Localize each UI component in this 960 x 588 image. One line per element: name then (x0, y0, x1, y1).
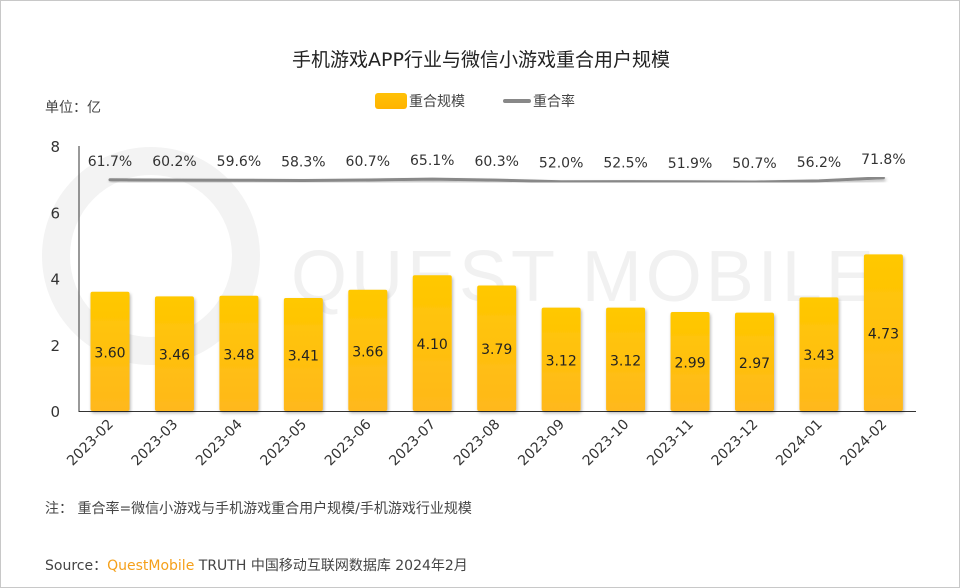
source-rest: TRUTH 中国移动互联网数据库 2024年2月 (194, 558, 468, 574)
x-tick-label: 2023-08 (451, 417, 504, 470)
line-data-label: 60.3% (474, 154, 518, 170)
y-tick-label: 2 (50, 337, 60, 355)
x-tick-label: 2023-11 (644, 417, 697, 470)
x-tick-label: 2023-04 (193, 416, 246, 469)
x-tick-label: 2023-06 (322, 416, 375, 469)
source-prefix: Source： (45, 558, 108, 574)
unit-label: 单位：亿 (45, 100, 101, 116)
footnote: 注： 重合率=微信小游戏与手机游戏重合用户规模/手机游戏行业规模 (45, 501, 472, 517)
watermark-logo (42, 147, 260, 365)
bar (348, 289, 388, 411)
line-data-label: 60.2% (152, 154, 196, 170)
legend-bar-swatch (375, 93, 407, 109)
bar-data-label: 4.73 (868, 327, 899, 343)
bar (412, 275, 452, 411)
y-tick-label: 8 (50, 138, 60, 156)
bar-data-label: 3.12 (610, 353, 641, 369)
bar-data-label: 3.60 (94, 345, 125, 361)
x-tick-label: 2023-12 (709, 417, 762, 470)
bar (735, 312, 774, 411)
y-tick-label: 6 (50, 204, 60, 222)
legend: 重合规模 重合率 (375, 91, 575, 111)
bar (799, 297, 839, 411)
line-data-label: 59.6% (217, 154, 261, 170)
line-data-label: 58.3% (281, 154, 325, 170)
line-data-label: 51.9% (668, 156, 712, 172)
bar (863, 254, 903, 411)
line-data-label: 61.7% (88, 154, 132, 170)
bar-data-label: 3.46 (159, 348, 190, 364)
watermark: QUEST MOBILE (291, 237, 878, 317)
x-tick-label: 2023-03 (129, 417, 182, 470)
bar (670, 311, 710, 411)
line-data-label: 52.0% (539, 156, 583, 172)
x-tick-label: 2023-02 (64, 417, 117, 470)
line-data-label: 50.7% (732, 156, 776, 172)
x-tick-label: 2023-05 (257, 417, 310, 470)
bar (90, 291, 130, 411)
bar (606, 307, 646, 411)
x-tick-label: 2023-09 (515, 417, 568, 470)
bar (541, 307, 581, 411)
bar-data-label: 3.66 (352, 344, 383, 360)
line-data-label: 71.8% (861, 152, 905, 168)
bar (283, 298, 323, 411)
bar (477, 285, 517, 411)
x-tick-label: 2024-01 (773, 417, 826, 470)
line-data-label: 60.7% (346, 154, 390, 170)
bar-data-label: 3.48 (223, 347, 254, 363)
x-tick-label: 2024-02 (838, 417, 891, 470)
x-tick-label: 2023-07 (386, 417, 439, 470)
bar-data-label: 3.43 (803, 348, 834, 364)
legend-line-swatch (503, 99, 531, 103)
bar-data-label: 2.97 (739, 356, 770, 372)
bar (219, 295, 259, 411)
rate-line (108, 176, 885, 184)
bar-data-label: 2.99 (674, 355, 705, 371)
source: Source：QuestMobile TRUTH 中国移动互联网数据库 2024… (45, 555, 468, 575)
x-tick-label: 2023-10 (580, 417, 633, 470)
bar-data-label: 3.79 (481, 342, 512, 358)
bar-data-label: 4.10 (417, 337, 448, 353)
bar-data-label: 3.41 (288, 349, 319, 365)
bar (154, 296, 194, 411)
line-data-label: 56.2% (797, 155, 841, 171)
legend-bar-label: 重合规模 (409, 94, 465, 110)
y-tick-label: 0 (50, 403, 60, 421)
bar-data-label: 3.12 (546, 353, 577, 369)
chart-title: 手机游戏APP行业与微信小游戏重合用户规模 (292, 49, 670, 71)
y-tick-label: 4 (50, 271, 60, 289)
line-data-label: 52.5% (603, 156, 647, 172)
source-brand: QuestMobile (107, 558, 195, 574)
line-data-label: 65.1% (410, 153, 454, 169)
legend-line-label: 重合率 (533, 94, 575, 110)
